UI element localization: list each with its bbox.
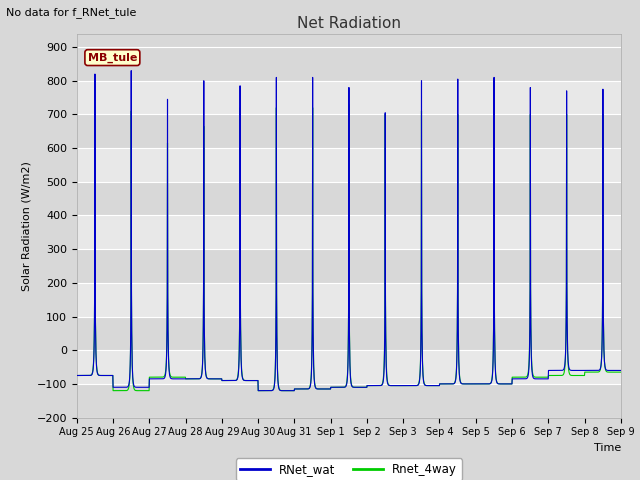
- RNet_wat: [617, 368, 625, 373]
- Bar: [77, 384, 621, 418]
- Legend: RNet_wat, Rnet_4way: RNet_wat, Rnet_4way: [236, 458, 462, 480]
- RNet_wat: [225, 378, 232, 384]
- Text: MB_tule: MB_tule: [88, 52, 137, 63]
- RNet_wat: [254, 388, 262, 394]
- Rnet_4way: [109, 388, 117, 394]
- RNet_wat: [377, 383, 385, 388]
- Rnet_4way: [570, 372, 577, 378]
- X-axis label: Time: Time: [593, 443, 621, 453]
- Bar: [77, 114, 621, 148]
- Title: Net Radiation: Net Radiation: [297, 16, 401, 31]
- RNet_wat: [584, 368, 592, 373]
- Bar: [77, 216, 621, 249]
- Bar: [77, 350, 621, 384]
- Line: Rnet_4way: Rnet_4way: [77, 104, 621, 391]
- Bar: [77, 148, 621, 182]
- Bar: [77, 283, 621, 316]
- Rnet_4way: [508, 381, 515, 387]
- Rnet_4way: [377, 383, 385, 388]
- Y-axis label: Solar Radiation (W/m2): Solar Radiation (W/m2): [21, 161, 31, 290]
- RNet_wat: [365, 383, 372, 388]
- Bar: [77, 182, 621, 216]
- Rnet_4way: [617, 369, 625, 375]
- Bar: [77, 249, 621, 283]
- Bar: [77, 81, 621, 114]
- Text: No data for f_RNet_tule: No data for f_RNet_tule: [6, 7, 137, 18]
- RNet_wat: [508, 381, 515, 387]
- Rnet_4way: [345, 101, 353, 107]
- RNet_wat: [127, 68, 135, 73]
- RNet_wat: [570, 368, 577, 373]
- Bar: [77, 47, 621, 81]
- Rnet_4way: [584, 369, 592, 375]
- Rnet_4way: [73, 372, 81, 378]
- RNet_wat: [73, 372, 81, 378]
- Rnet_4way: [365, 383, 372, 388]
- Rnet_4way: [225, 378, 232, 384]
- Line: RNet_wat: RNet_wat: [77, 71, 621, 391]
- Bar: [77, 316, 621, 350]
